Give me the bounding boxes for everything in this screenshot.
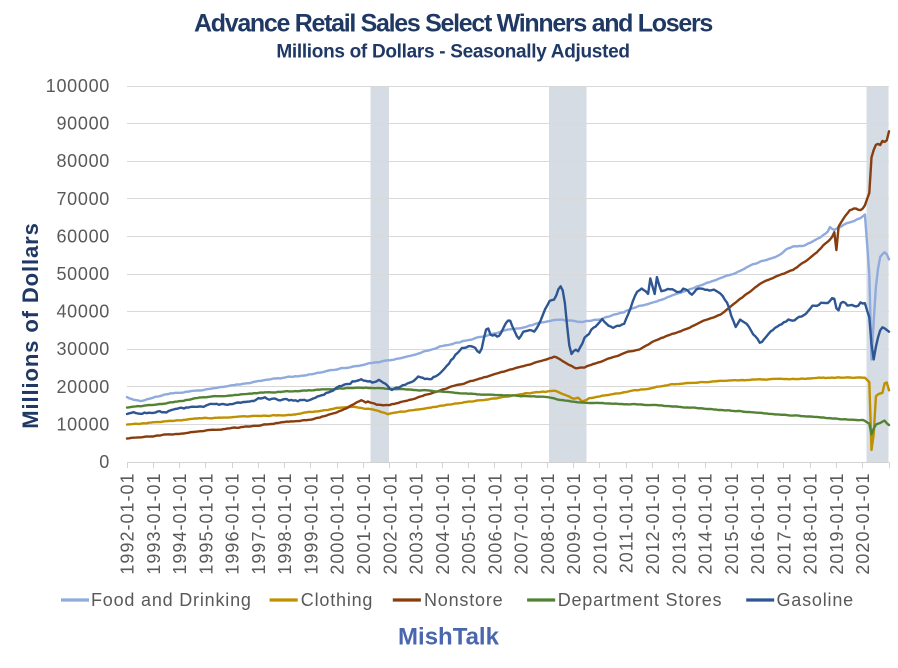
svg-text:2009-01-01: 2009-01-01: [564, 473, 584, 575]
svg-text:1998-01-01: 1998-01-01: [275, 473, 295, 575]
svg-text:1995-01-01: 1995-01-01: [196, 473, 216, 575]
svg-text:2015-01-01: 2015-01-01: [722, 473, 742, 575]
svg-text:2000-01-01: 2000-01-01: [328, 473, 348, 575]
svg-text:Nonstore: Nonstore: [424, 590, 503, 610]
svg-text:90000: 90000: [56, 114, 110, 134]
svg-text:60000: 60000: [56, 226, 110, 246]
svg-text:20000: 20000: [56, 377, 110, 397]
svg-text:2006-01-01: 2006-01-01: [485, 473, 505, 575]
svg-text:70000: 70000: [56, 189, 110, 209]
svg-text:2017-01-01: 2017-01-01: [774, 473, 794, 575]
svg-text:Food and Drinking: Food and Drinking: [91, 590, 252, 610]
svg-text:2004-01-01: 2004-01-01: [433, 473, 453, 575]
svg-text:1994-01-01: 1994-01-01: [170, 473, 190, 575]
svg-text:2019-01-01: 2019-01-01: [827, 473, 847, 575]
svg-text:2005-01-01: 2005-01-01: [459, 472, 479, 574]
svg-text:0: 0: [99, 452, 110, 472]
svg-text:1993-01-01: 1993-01-01: [144, 473, 164, 575]
svg-text:2011-01-01: 2011-01-01: [617, 473, 637, 574]
svg-text:2018-01-01: 2018-01-01: [801, 473, 821, 575]
svg-text:MishTalk: MishTalk: [398, 624, 500, 651]
svg-text:50000: 50000: [56, 264, 110, 284]
svg-text:2010-01-01: 2010-01-01: [591, 473, 611, 575]
svg-text:2020-01-01: 2020-01-01: [853, 473, 873, 575]
svg-text:40000: 40000: [56, 302, 110, 322]
svg-text:2001-01-01: 2001-01-01: [354, 473, 374, 575]
svg-text:1996-01-01: 1996-01-01: [223, 473, 243, 575]
svg-text:1999-01-01: 1999-01-01: [301, 473, 321, 575]
svg-text:2013-01-01: 2013-01-01: [669, 473, 689, 575]
svg-text:Clothing: Clothing: [301, 590, 373, 610]
svg-text:Millions of Dollars - Seasonal: Millions of Dollars - Seasonally Adjuste…: [276, 42, 629, 63]
svg-text:Advance Retail Sales Select Wi: Advance Retail Sales Select Winners and …: [194, 10, 712, 38]
svg-text:Millions of Dollars: Millions of Dollars: [18, 222, 43, 429]
svg-text:2007-01-01: 2007-01-01: [512, 473, 532, 575]
svg-text:2014-01-01: 2014-01-01: [696, 473, 716, 575]
svg-text:2002-01-01: 2002-01-01: [380, 473, 400, 575]
svg-text:100000: 100000: [46, 76, 110, 96]
svg-text:1992-01-01: 1992-01-01: [118, 473, 138, 575]
svg-text:80000: 80000: [56, 151, 110, 171]
svg-text:30000: 30000: [56, 339, 110, 359]
svg-text:2016-01-01: 2016-01-01: [748, 473, 768, 575]
svg-text:1997-01-01: 1997-01-01: [249, 473, 269, 575]
svg-text:2008-01-01: 2008-01-01: [538, 473, 558, 575]
svg-text:Department Stores: Department Stores: [558, 590, 723, 610]
svg-text:Gasoline: Gasoline: [777, 590, 854, 610]
svg-text:2003-01-01: 2003-01-01: [407, 473, 427, 575]
svg-text:10000: 10000: [56, 414, 110, 434]
svg-text:2012-01-01: 2012-01-01: [643, 473, 663, 575]
